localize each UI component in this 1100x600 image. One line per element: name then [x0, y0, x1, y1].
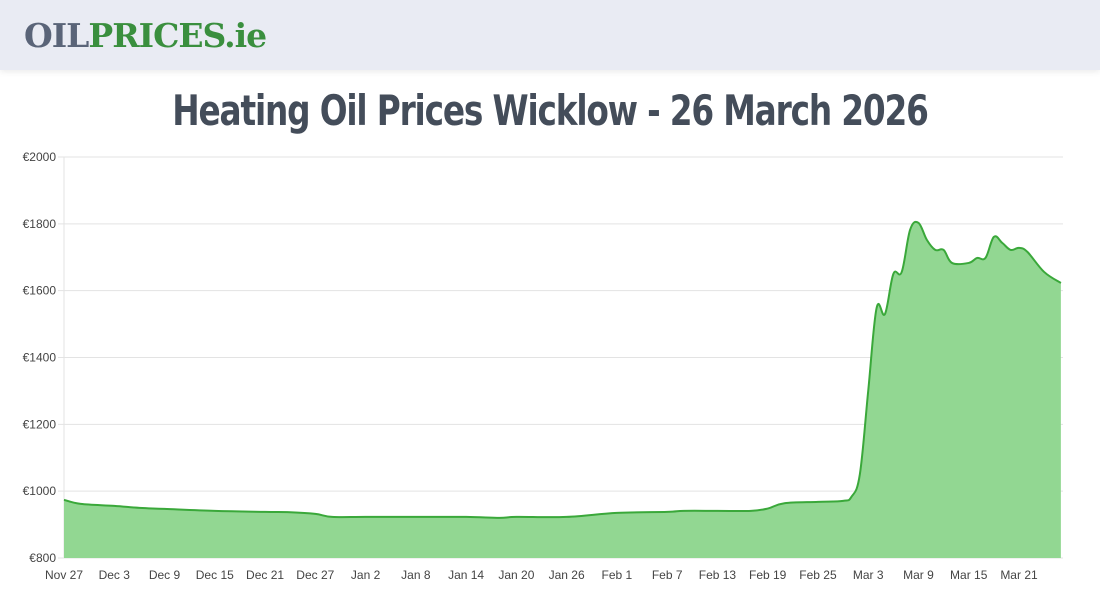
- y-tick-label: €1000: [23, 484, 57, 498]
- x-tick-label: Dec 27: [296, 568, 334, 582]
- y-tick-label: €1200: [23, 417, 57, 431]
- x-tick-label: Jan 8: [401, 568, 431, 582]
- x-tick-label: Feb 1: [602, 568, 633, 582]
- x-tick-label: Feb 7: [652, 568, 683, 582]
- logo-prices-text: PRICES.ie: [88, 16, 267, 55]
- x-tick-label: Jan 26: [549, 568, 585, 582]
- x-tick-label: Dec 21: [246, 568, 284, 582]
- x-tick-label: Nov 27: [45, 568, 83, 582]
- chart-grid: [58, 156, 1063, 559]
- x-tick-label: Mar 15: [950, 568, 988, 582]
- logo-oil-text: OIL: [24, 16, 89, 55]
- x-tick-label: Feb 19: [749, 568, 787, 582]
- x-tick-label: Feb 25: [799, 568, 837, 582]
- x-tick-label: Jan 2: [351, 568, 381, 582]
- x-tick-label: Dec 9: [149, 568, 181, 582]
- x-tick-label: Dec 3: [99, 568, 131, 582]
- page-title: Heating Oil Prices Wicklow - 26 March 20…: [172, 86, 929, 135]
- price-area-chart[interactable]: €800 €1000 €1200 €1400 €1600 €1800 €2000 Nov 2…: [0, 145, 1100, 600]
- x-tick-label: Mar 9: [903, 568, 934, 582]
- site-header: OILPRICES.ie: [0, 0, 1100, 70]
- x-axis: Nov 27 Dec 3 Dec 9 Dec 15 Dec 21 Dec 27 Jan 2 J…: [45, 568, 1038, 582]
- x-tick-label: Feb 13: [699, 568, 737, 582]
- y-tick-label: €1600: [23, 284, 57, 298]
- x-tick-label: Dec 15: [196, 568, 234, 582]
- y-tick-label: €1800: [23, 217, 57, 231]
- x-tick-label: Jan 20: [498, 568, 534, 582]
- price-area-fill: [64, 221, 1061, 558]
- site-logo[interactable]: OILPRICES.ie: [24, 16, 267, 55]
- y-tick-label: €800: [29, 551, 56, 565]
- x-tick-label: Mar 3: [853, 568, 884, 582]
- price-line: [63, 220, 1062, 519]
- y-tick-label: €1400: [23, 351, 57, 365]
- x-tick-label: Jan 14: [448, 568, 484, 582]
- x-tick-label: Mar 21: [1000, 568, 1038, 582]
- y-tick-label: €2000: [23, 150, 57, 164]
- y-axis: €800 €1000 €1200 €1400 €1600 €1800 €2000: [23, 150, 57, 565]
